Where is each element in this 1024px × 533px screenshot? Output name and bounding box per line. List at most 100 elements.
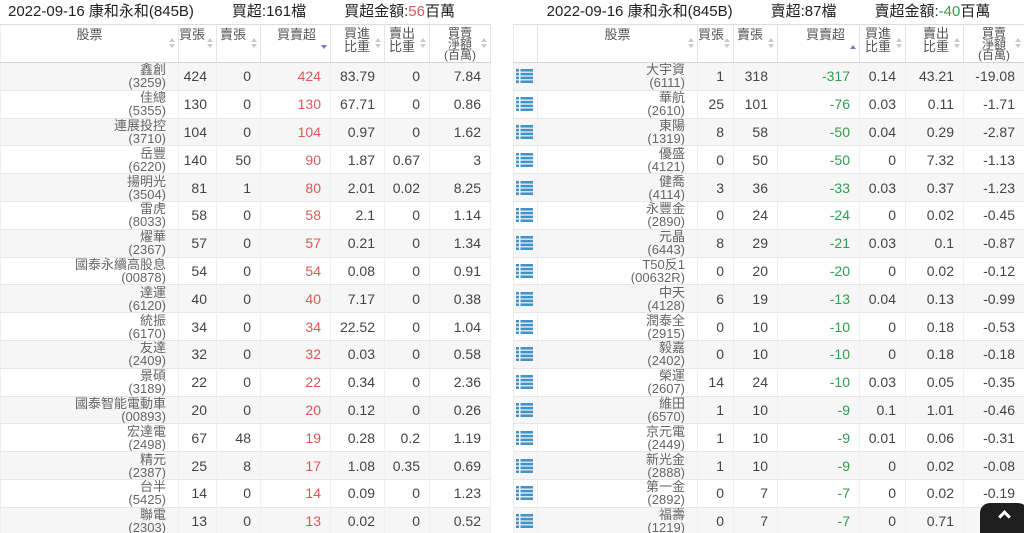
stock-cell[interactable]: 新光金 (2888) (537, 451, 698, 480)
table-row[interactable]: 華航 (2610) 25 101 -76 0.03 0.11 -1.71 (513, 89, 1024, 119)
column-header-net-amount[interactable]: 買賣 淨額 (百萬) (963, 24, 1024, 63)
stock-cell[interactable]: 佳總 (5355) (0, 89, 179, 119)
row-detail-button[interactable] (513, 367, 538, 397)
stock-cell[interactable]: 維田 (6570) (537, 395, 698, 424)
stock-cell[interactable]: 景碩 (3189) (0, 367, 179, 397)
stock-cell[interactable]: 國泰智能電動車 (00893) (0, 395, 179, 424)
table-row[interactable]: 岳豐 (6220) 140 50 90 1.87 0.67 3 (0, 145, 491, 174)
table-row[interactable]: 優盛 (4121) 0 50 -50 0 7.32 -1.13 (513, 145, 1024, 174)
table-row[interactable]: 維田 (6570) 1 10 -9 0.1 1.01 -0.46 (513, 395, 1024, 424)
row-detail-button[interactable] (513, 117, 538, 146)
stock-cell[interactable]: 精元 (2387) (0, 451, 179, 480)
row-detail-button[interactable] (513, 62, 538, 91)
stock-cell[interactable]: 國泰永續高股息 (00878) (0, 256, 179, 285)
column-header-sell-weight[interactable]: 賣出 比重 (384, 24, 430, 63)
table-row[interactable]: 精元 (2387) 25 8 17 1.08 0.35 0.69 (0, 451, 491, 480)
row-detail-button[interactable] (513, 228, 538, 258)
stock-cell[interactable]: 健喬 (4114) (537, 173, 698, 202)
table-row[interactable]: 大宇資 (6111) 1 318 -317 0.14 43.21 -19.08 (513, 62, 1024, 91)
table-row[interactable]: 燿華 (2367) 57 0 57 0.21 0 1.34 (0, 228, 491, 258)
stock-cell[interactable]: 第一金 (2892) (537, 478, 698, 508)
table-row[interactable]: 中天 (4128) 6 19 -13 0.04 0.13 -0.99 (513, 284, 1024, 313)
stock-cell[interactable]: 福壽 (1219) (537, 506, 698, 533)
stock-cell[interactable]: 大宇資 (6111) (537, 62, 698, 91)
table-row[interactable]: 友達 (2409) 32 0 32 0.03 0 0.58 (0, 339, 491, 369)
column-header-net-amount[interactable]: 買賣 淨額 (百萬) (429, 24, 491, 63)
stock-cell[interactable]: T50反1 (00632R) (537, 256, 698, 285)
stock-cell[interactable]: 榮運 (2607) (537, 367, 698, 397)
table-row[interactable]: 東陽 (1319) 8 58 -50 0.04 0.29 -2.87 (513, 117, 1024, 146)
table-row[interactable]: 永豐金 (2890) 0 24 -24 0 0.02 -0.45 (513, 200, 1024, 230)
row-detail-button[interactable] (513, 339, 538, 369)
table-row[interactable]: 國泰智能電動車 (00893) 20 0 20 0.12 0 0.26 (0, 395, 491, 424)
stock-cell[interactable]: 中天 (4128) (537, 284, 698, 313)
row-detail-button[interactable] (513, 256, 538, 285)
column-header-sell-lots[interactable]: 賣張 (733, 24, 778, 63)
stock-cell[interactable]: 揚明光 (3504) (0, 173, 179, 202)
row-detail-button[interactable] (513, 451, 538, 480)
scroll-to-top-button[interactable] (980, 503, 1024, 533)
column-header-buy-lots[interactable]: 買張 (178, 24, 217, 63)
row-detail-button[interactable] (513, 423, 538, 452)
table-row[interactable]: 達運 (6120) 40 0 40 7.17 0 0.38 (0, 284, 491, 313)
stock-cell[interactable]: 宏達電 (2498) (0, 423, 179, 452)
table-row[interactable]: 潤泰全 (2915) 0 10 -10 0 0.18 -0.53 (513, 312, 1024, 341)
stock-cell[interactable]: 燿華 (2367) (0, 228, 179, 258)
row-detail-button[interactable] (513, 312, 538, 341)
column-header-net-lots-sorted[interactable]: 買賣超 (777, 24, 860, 63)
stock-cell[interactable]: 聯電 (2303) (0, 506, 179, 533)
table-row[interactable]: 福壽 (1219) 0 7 -7 0 0.71 -0. (513, 506, 1024, 533)
stock-cell[interactable]: 連展投控 (3710) (0, 117, 179, 146)
row-detail-button[interactable] (513, 200, 538, 230)
stock-cell[interactable]: 統振 (6170) (0, 312, 179, 341)
table-row[interactable]: 健喬 (4114) 3 36 -33 0.03 0.37 -1.23 (513, 173, 1024, 202)
stock-cell[interactable]: 雷虎 (8033) (0, 200, 179, 230)
table-row[interactable]: 國泰永續高股息 (00878) 54 0 54 0.08 0 0.91 (0, 256, 491, 285)
column-header-sell-lots[interactable]: 賣張 (216, 24, 261, 63)
table-row[interactable]: 鑫創 (3259) 424 0 424 83.79 0 7.84 (0, 62, 491, 91)
stock-cell[interactable]: 元晶 (6443) (537, 228, 698, 258)
table-row[interactable]: 宏達電 (2498) 67 48 19 0.28 0.2 1.19 (0, 423, 491, 452)
stock-cell[interactable]: 東陽 (1319) (537, 117, 698, 146)
table-row[interactable]: 毅嘉 (2402) 0 10 -10 0 0.18 -0.18 (513, 339, 1024, 369)
column-header-buy-lots[interactable]: 買張 (697, 24, 734, 63)
stock-cell[interactable]: 達運 (6120) (0, 284, 179, 313)
row-detail-button[interactable] (513, 478, 538, 508)
table-row[interactable]: 揚明光 (3504) 81 1 80 2.01 0.02 8.25 (0, 173, 491, 202)
table-row[interactable]: 台半 (5425) 14 0 14 0.09 0 1.23 (0, 478, 491, 508)
column-header-buy-weight[interactable]: 買進 比重 (859, 24, 906, 63)
table-row[interactable]: 新光金 (2888) 1 10 -9 0 0.02 -0.08 (513, 451, 1024, 480)
table-row[interactable]: 元晶 (6443) 8 29 -21 0.03 0.1 -0.87 (513, 228, 1024, 258)
stock-cell[interactable]: 友達 (2409) (0, 339, 179, 369)
stock-cell[interactable]: 潤泰全 (2915) (537, 312, 698, 341)
table-row[interactable]: 連展投控 (3710) 104 0 104 0.97 0 1.62 (0, 117, 491, 146)
table-row[interactable]: 榮運 (2607) 14 24 -10 0.03 0.05 -0.35 (513, 367, 1024, 397)
stock-cell[interactable]: 台半 (5425) (0, 478, 179, 508)
stock-cell[interactable]: 華航 (2610) (537, 89, 698, 119)
column-header-net-lots-sorted[interactable]: 買賣超 (260, 24, 331, 63)
stock-cell[interactable]: 永豐金 (2890) (537, 200, 698, 230)
table-row[interactable]: 統振 (6170) 34 0 34 22.52 0 1.04 (0, 312, 491, 341)
row-detail-button[interactable] (513, 395, 538, 424)
table-row[interactable]: T50反1 (00632R) 0 20 -20 0 0.02 -0.12 (513, 256, 1024, 285)
stock-cell[interactable]: 鑫創 (3259) (0, 62, 179, 91)
table-row[interactable]: 聯電 (2303) 13 0 13 0.02 0 0.52 (0, 506, 491, 533)
row-detail-button[interactable] (513, 145, 538, 174)
table-row[interactable]: 佳總 (5355) 130 0 130 67.71 0 0.86 (0, 89, 491, 119)
row-detail-button[interactable] (513, 173, 538, 202)
stock-cell[interactable]: 京元電 (2449) (537, 423, 698, 452)
stock-cell[interactable]: 優盛 (4121) (537, 145, 698, 174)
column-header-sell-weight[interactable]: 賣出 比重 (905, 24, 964, 63)
table-row[interactable]: 京元電 (2449) 1 10 -9 0.01 0.06 -0.31 (513, 423, 1024, 452)
table-row[interactable]: 雷虎 (8033) 58 0 58 2.1 0 1.14 (0, 200, 491, 230)
column-header-stock[interactable]: 股票 (0, 24, 179, 63)
table-row[interactable]: 第一金 (2892) 0 7 -7 0 0.02 -0.19 (513, 478, 1024, 508)
stock-cell[interactable]: 岳豐 (6220) (0, 145, 179, 174)
row-detail-button[interactable] (513, 506, 538, 533)
table-row[interactable]: 景碩 (3189) 22 0 22 0.34 0 2.36 (0, 367, 491, 397)
row-detail-button[interactable] (513, 284, 538, 313)
stock-cell[interactable]: 毅嘉 (2402) (537, 339, 698, 369)
row-detail-button[interactable] (513, 89, 538, 119)
column-header-stock[interactable]: 股票 (537, 24, 698, 63)
column-header-buy-weight[interactable]: 買進 比重 (330, 24, 385, 63)
